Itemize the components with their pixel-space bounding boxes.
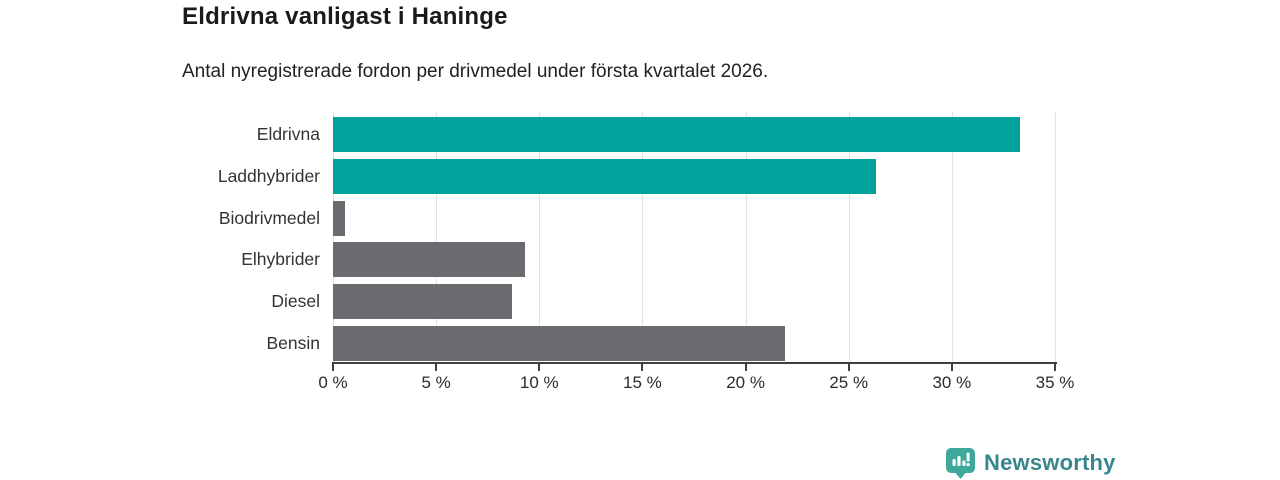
x-axis-tick-label: 20 %	[726, 373, 765, 392]
x-axis-line	[332, 362, 1057, 364]
bar-diesel	[333, 284, 513, 320]
gridline	[1055, 112, 1056, 362]
x-axis-tick	[538, 364, 541, 371]
chart-subtitle: Antal nyregistrerade fordon per drivmede…	[182, 61, 769, 82]
x-axis-tick-label: 15 %	[623, 373, 662, 392]
bar-bensin	[333, 326, 785, 362]
gridline	[848, 112, 850, 362]
newsworthy-logo: Newsworthy	[945, 447, 1116, 479]
gridline	[436, 112, 438, 362]
gridline	[951, 112, 953, 362]
x-axis-tick-label: 30 %	[932, 373, 972, 392]
bar-eldrivna	[333, 117, 1020, 152]
x-axis-tick-label: 5 %	[421, 373, 451, 392]
x-axis-tick-label: 10 %	[519, 373, 559, 392]
gridline	[642, 112, 644, 362]
gridline	[745, 112, 747, 362]
x-axis-tick-label: 0 %	[318, 373, 348, 392]
category-label-eldrivna: Eldrivna	[256, 124, 320, 144]
category-label-elhybrider: Elhybrider	[241, 249, 320, 270]
gridline	[539, 112, 541, 362]
x-axis-tick-label: 35 %	[1035, 373, 1075, 392]
x-axis-tick	[744, 364, 747, 371]
gridline	[333, 112, 334, 362]
x-axis-tick-label: 25 %	[829, 373, 869, 392]
bar-laddhybrider	[333, 158, 876, 194]
category-label-biodrivmedel: Biodrivmedel	[218, 207, 320, 228]
x-axis-tick	[1054, 364, 1056, 371]
x-axis-tick	[950, 364, 953, 371]
category-label-bensin: Bensin	[266, 333, 320, 354]
newsworthy-wordmark: Newsworthy	[984, 450, 1116, 475]
newsworthy-bubble-barchart-icon	[946, 448, 975, 479]
bar-elhybrider	[333, 242, 525, 278]
x-axis-tick	[435, 364, 438, 371]
x-axis-tick	[847, 364, 850, 371]
bar-biodrivmedel	[333, 200, 346, 236]
chart-title: Eldrivna vanligast i Haninge	[182, 3, 508, 30]
x-axis-tick	[641, 364, 644, 371]
x-axis-tick	[332, 364, 334, 371]
category-label-laddhybrider: Laddhybrider	[217, 165, 320, 186]
category-label-diesel: Diesel	[271, 291, 320, 312]
